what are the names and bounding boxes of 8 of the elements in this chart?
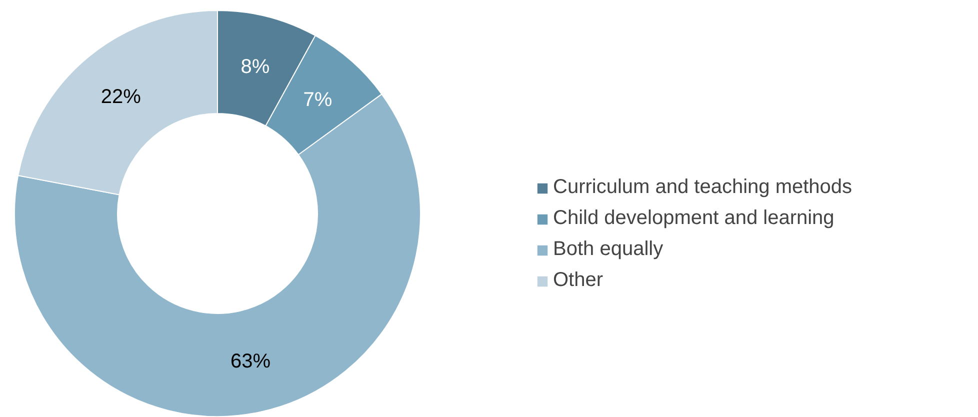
data-label: 8% bbox=[240, 56, 270, 78]
legend-label: Curriculum and teaching methods bbox=[553, 176, 852, 199]
legend-label: Other bbox=[553, 269, 604, 292]
data-label: 63% bbox=[230, 350, 271, 372]
data-label: 22% bbox=[100, 86, 142, 108]
legend-label: Both equally bbox=[553, 238, 664, 261]
data-label: 7% bbox=[303, 88, 332, 111]
legend-label: Child development and learning bbox=[553, 207, 834, 230]
